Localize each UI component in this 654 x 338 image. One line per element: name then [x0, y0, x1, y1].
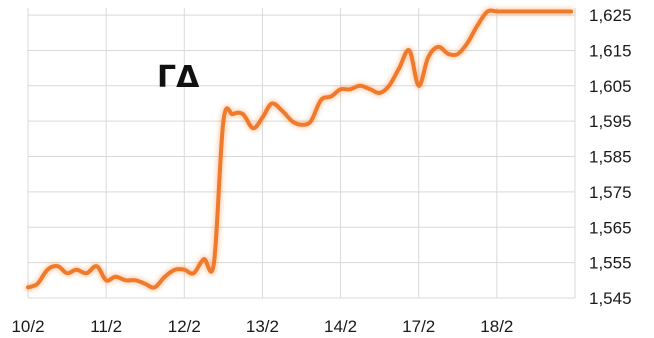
x-tick-label: 13/2 [246, 317, 279, 336]
y-tick-label: 1,625 [589, 6, 632, 25]
x-tick-label: 11/2 [90, 317, 122, 336]
grid [27, 8, 576, 299]
x-tick-label: 17/2 [402, 317, 435, 336]
x-tick-label: 18/2 [480, 317, 513, 336]
y-tick-label: 1,605 [589, 77, 632, 96]
series-line-glow [24, 6, 575, 292]
y-tick-label: 1,555 [589, 254, 632, 273]
x-axis-ticks: 10/2 11/2 12/2 13/2 14/2 17/2 18/2 [11, 317, 513, 336]
y-tick-label: 1,575 [589, 183, 632, 202]
y-tick-label: 1,595 [589, 112, 632, 131]
y-tick-label: 1,585 [589, 148, 632, 167]
y-tick-label: 1,615 [589, 41, 632, 60]
x-tick-label: 14/2 [324, 317, 357, 336]
y-tick-label: 1,565 [589, 218, 632, 237]
series-layer [24, 6, 575, 292]
chart-title: ΓΔ [157, 60, 200, 95]
y-tick-label: 1,545 [589, 289, 632, 308]
x-tick-label: 12/2 [168, 317, 201, 336]
y-axis-ticks: 1,545 1,555 1,565 1,575 1,585 1,595 1,605 1,615… [589, 6, 632, 308]
series-line [26, 8, 574, 290]
x-tick-label: 10/2 [11, 317, 44, 336]
